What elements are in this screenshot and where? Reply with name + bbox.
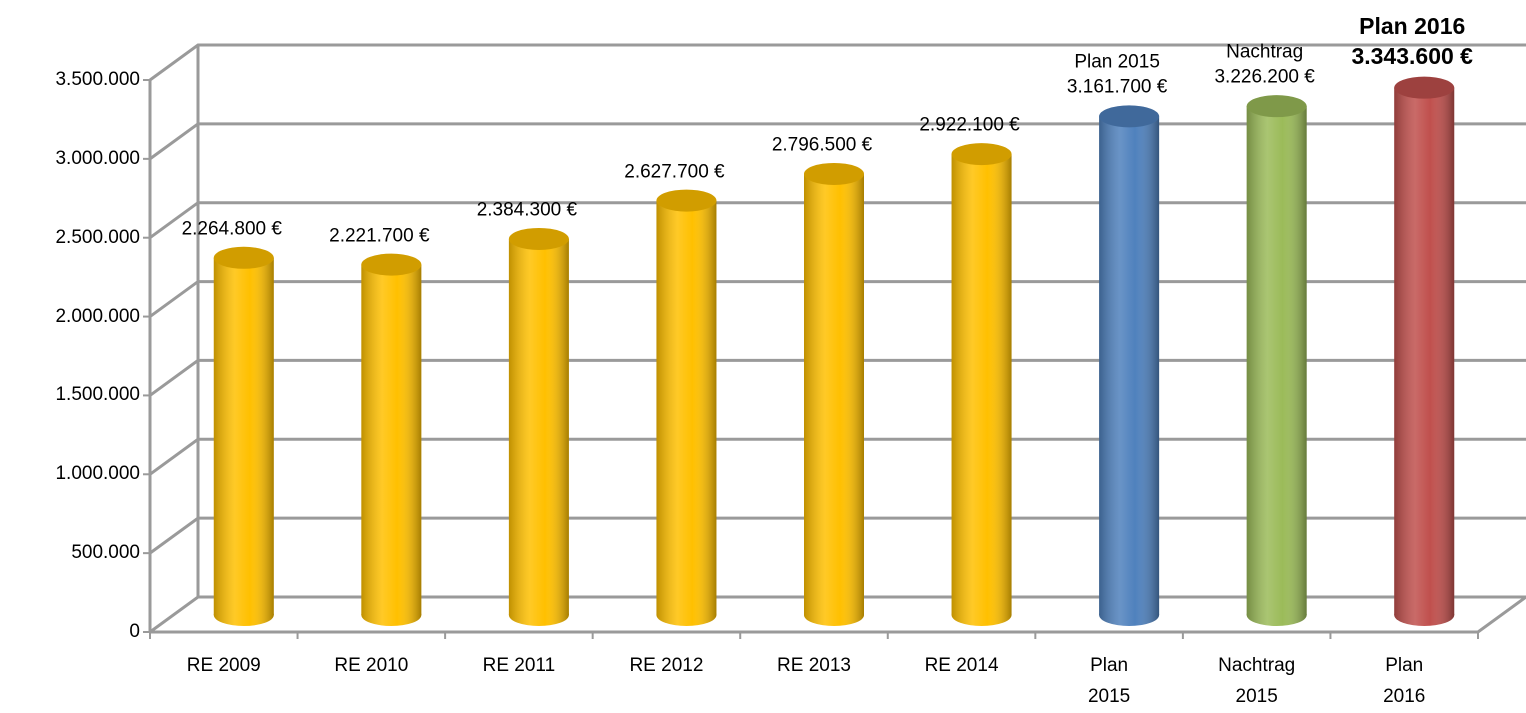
bar-shade — [656, 200, 717, 616]
y-tick-label: 0 — [129, 621, 140, 642]
x-tick-label: RE 2012 — [629, 655, 704, 676]
bar-shade — [804, 173, 864, 615]
bar-top — [508, 227, 569, 250]
x-tick-label: RE 2011 — [482, 655, 556, 676]
grid-line — [149, 43, 1526, 82]
bar-top — [1246, 95, 1307, 118]
value-label: 2.796.500 € — [771, 134, 873, 156]
value-label: Plan 2016 3.343.600 € — [1351, 12, 1473, 69]
value-label: 2.221.700 € — [329, 224, 430, 246]
y-tick-label: 2.000.000 — [55, 305, 140, 327]
bar-top-shade — [1099, 105, 1160, 128]
y-tick-label: 500.000 — [71, 542, 140, 564]
value-label: Nachtrag 3.226.200 € — [1214, 41, 1315, 88]
bar-top-shade — [213, 246, 274, 269]
bar-top — [213, 246, 274, 269]
bar-top-shade — [1394, 76, 1455, 99]
bar-top-shade — [508, 227, 569, 250]
bar-top — [361, 253, 422, 276]
value-label: 2.627.700 € — [624, 160, 725, 182]
y-tick-label: 1.000.000 — [55, 463, 140, 485]
x-tick-label: Nachtrag 2015 — [1218, 655, 1296, 708]
value-label: 2.384.300 € — [476, 199, 578, 221]
bar-top-shade — [951, 143, 1012, 166]
bar-shade — [1099, 116, 1160, 616]
bar-shade — [361, 264, 422, 615]
bar-top-shade — [1246, 95, 1307, 118]
bar-shade — [508, 238, 569, 615]
bar-top — [951, 143, 1012, 166]
x-tick-label: Plan 2016 — [1383, 655, 1426, 708]
x-tick-label: RE 2013 — [777, 655, 851, 676]
value-label: Plan 2015 3.161.700 € — [1066, 51, 1168, 98]
y-tick-label: 3.000.000 — [55, 147, 140, 169]
y-tick-label: 3.500.000 — [55, 69, 140, 90]
bar-top — [1394, 76, 1455, 99]
value-label: 2.922.100 € — [919, 114, 1020, 136]
bar-top — [656, 189, 717, 212]
bar-top-shade — [656, 189, 717, 212]
bar-shade — [1246, 106, 1307, 615]
bar-top — [1099, 105, 1160, 128]
bar-top — [804, 162, 864, 185]
y-tick-label: 2.500.000 — [55, 226, 140, 248]
value-label: 2.264.800 € — [181, 218, 282, 240]
bar-top-shade — [804, 162, 864, 185]
x-tick-label: RE 2009 — [186, 655, 261, 676]
x-tick-label: Plan 2015 — [1087, 655, 1131, 708]
x-tick-label: RE 2014 — [924, 655, 999, 676]
x-tick-label: RE 2010 — [334, 655, 409, 676]
bar-shade — [1394, 87, 1455, 616]
bar-shade — [213, 257, 274, 615]
bar-top-shade — [361, 253, 422, 276]
y-tick-label: 1.500.000 — [55, 384, 140, 406]
bar-shade — [951, 154, 1012, 616]
